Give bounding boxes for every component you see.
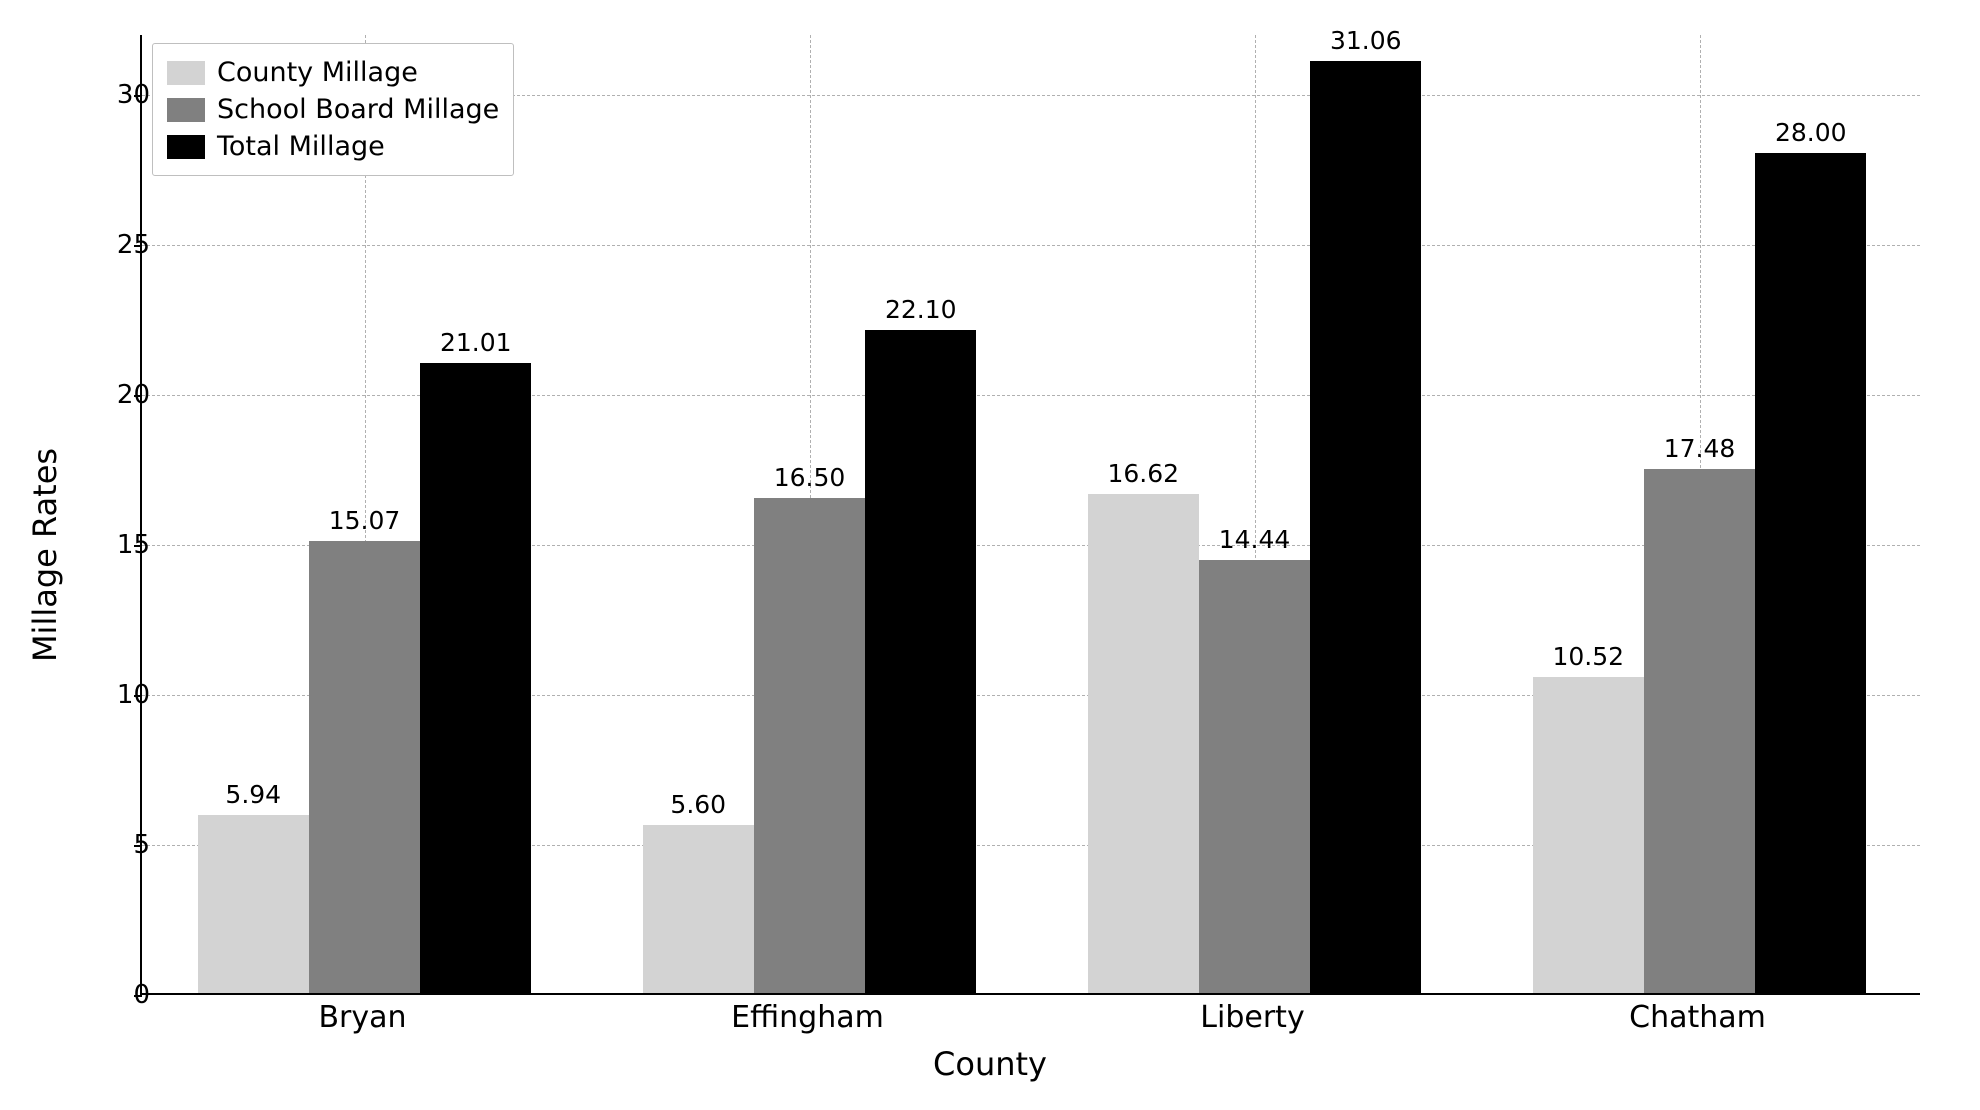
bar	[420, 363, 531, 993]
millage-chart: Millage Rates 5.945.6016.6210.5215.0716.…	[40, 25, 1940, 1085]
bar	[1199, 560, 1310, 993]
bar-value-label: 16.62	[1107, 459, 1179, 488]
bar-value-label: 17.48	[1664, 434, 1736, 463]
plot-area: 5.94 5.60 16.62 10.52 15.07 16.50 14.44 17.48 21…	[140, 35, 1920, 995]
bar	[643, 825, 754, 993]
x-tick-label: Liberty	[1200, 1000, 1304, 1035]
legend: County Millage School Board Millage Tota…	[152, 43, 514, 176]
legend-item: School Board Millage	[167, 91, 499, 128]
x-tick-label: Bryan	[318, 1000, 406, 1035]
legend-label: County Millage	[217, 57, 418, 88]
x-tick-label: Chatham	[1629, 1000, 1766, 1035]
bar	[1644, 469, 1755, 993]
gridline-h	[142, 395, 1920, 396]
bar	[198, 815, 309, 993]
legend-label: School Board Millage	[217, 94, 499, 125]
bar	[1310, 61, 1421, 993]
legend-swatch	[167, 61, 205, 85]
legend-swatch	[167, 135, 205, 159]
bar-value-label: 15.07	[329, 506, 401, 535]
y-tick-label: 25	[70, 230, 150, 260]
legend-swatch	[167, 98, 205, 122]
bar	[309, 541, 420, 993]
y-tick-label: 5	[70, 830, 150, 860]
y-tick-label: 10	[70, 680, 150, 710]
bar	[754, 498, 865, 993]
bar-value-label: 5.94	[225, 780, 281, 809]
legend-item: County Millage	[167, 54, 499, 91]
bar-value-label: 28.00	[1775, 118, 1847, 147]
bar-value-label: 5.60	[670, 790, 726, 819]
bar-value-label: 31.06	[1330, 26, 1402, 55]
bar	[1088, 494, 1199, 993]
bar-value-label: 22.10	[885, 295, 957, 324]
legend-item: Total Millage	[167, 128, 499, 165]
bar	[1755, 153, 1866, 993]
y-tick-label: 0	[70, 980, 150, 1010]
bar	[1533, 677, 1644, 993]
y-axis-label: Millage Rates	[26, 448, 64, 662]
x-tick-label: Effingham	[731, 1000, 884, 1035]
bar-value-label: 21.01	[440, 328, 512, 357]
bar-value-label: 10.52	[1552, 642, 1624, 671]
legend-label: Total Millage	[217, 131, 385, 162]
bar-value-label: 16.50	[774, 463, 846, 492]
bar	[865, 330, 976, 993]
y-tick-label: 15	[70, 530, 150, 560]
y-tick-label: 20	[70, 380, 150, 410]
gridline-h	[142, 245, 1920, 246]
x-axis-label: County	[933, 1045, 1047, 1083]
bar-value-label: 14.44	[1219, 525, 1291, 554]
y-tick-label: 30	[70, 80, 150, 110]
